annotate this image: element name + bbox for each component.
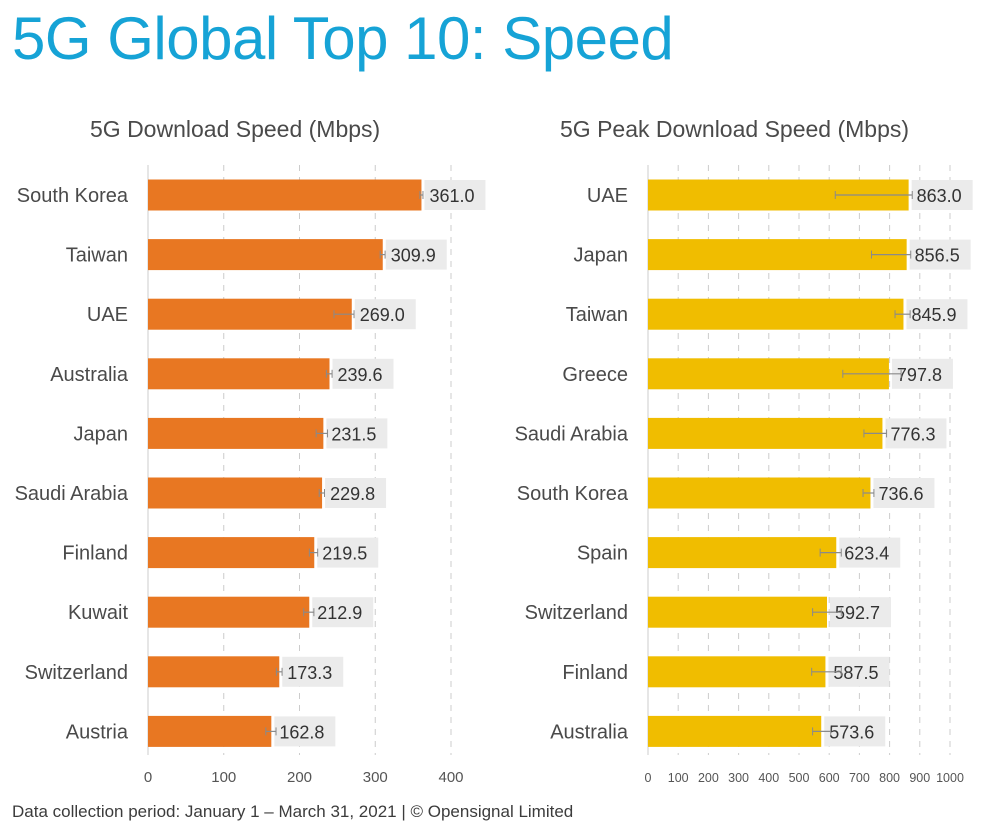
peak-x-tick-label: 900 — [909, 771, 930, 785]
peak-value-label: 573.6 — [829, 722, 874, 742]
peak-x-tick-label: 100 — [668, 771, 689, 785]
download-category-label: Saudi Arabia — [15, 483, 129, 505]
download-x-tick-label: 100 — [211, 769, 236, 786]
peak-category-label: Taiwan — [566, 304, 628, 326]
peak-bar — [648, 298, 904, 330]
page-title: 5G Global Top 10: Speed — [12, 5, 674, 72]
peak-category-label: Saudi Arabia — [515, 423, 629, 445]
download-value-label: 229.8 — [330, 484, 375, 504]
download-bar — [148, 179, 422, 211]
peak-category-label: Australia — [550, 721, 629, 743]
download-value-label: 162.8 — [279, 722, 324, 742]
download-bar — [148, 537, 315, 569]
download-value-label-bg — [274, 716, 336, 747]
peak-x-tick-label: 200 — [698, 771, 719, 785]
peak-value-label: 587.5 — [833, 663, 878, 683]
download-value-label: 269.0 — [360, 305, 405, 325]
download-category-label: Switzerland — [25, 662, 128, 684]
download-value-label: 239.6 — [337, 365, 382, 385]
peak-x-tick-label: 500 — [789, 771, 810, 785]
download-x-tick-label: 200 — [287, 769, 312, 786]
download-bar — [148, 358, 330, 390]
peak-value-label-bg — [839, 537, 901, 568]
peak-value-label-bg — [911, 180, 973, 210]
download-category-label: Finland — [62, 543, 128, 565]
download-speed-chart: 0 100 200 300 400 South Korea 361.0 Taiwan 309.9… — [15, 165, 486, 786]
peak-category-label: Greece — [562, 364, 628, 386]
peak-value-label-bg — [824, 716, 886, 747]
download-value-label-bg — [312, 597, 374, 628]
download-value-label: 212.9 — [317, 603, 362, 623]
download-x-tick-label: 400 — [438, 769, 463, 786]
download-bar — [148, 477, 323, 509]
peak-download-speed-chart: 0 100 200 300 400 500 600 700 800 900 1000 UAE 863.0… — [515, 165, 973, 785]
peak-value-label: 736.6 — [878, 484, 923, 504]
peak-x-tick-label: 300 — [728, 771, 749, 785]
download-value-label-bg — [332, 358, 394, 389]
download-category-label: South Korea — [17, 185, 129, 207]
peak-value-label-bg — [906, 299, 968, 330]
peak-bar — [648, 596, 827, 628]
peak-value-label-bg — [909, 239, 971, 270]
peak-value-label: 856.5 — [915, 246, 960, 266]
download-value-label-bg — [385, 239, 447, 270]
footer-note: Data collection period: January 1 – Marc… — [12, 802, 574, 821]
download-value-label: 309.9 — [391, 246, 436, 266]
download-x-tick-label: 0 — [144, 769, 152, 786]
download-bar — [148, 656, 280, 688]
peak-chart-title: 5G Peak Download Speed (Mbps) — [560, 116, 910, 142]
download-bar — [148, 596, 310, 628]
peak-bar — [648, 715, 822, 747]
peak-category-label: Japan — [574, 245, 629, 267]
download-category-label: Australia — [50, 364, 129, 386]
peak-value-label: 623.4 — [844, 544, 889, 564]
peak-bar — [648, 239, 907, 271]
download-value-label-bg — [354, 299, 416, 330]
download-value-label-bg — [282, 656, 344, 687]
peak-x-tick-label: 600 — [819, 771, 840, 785]
download-bar — [148, 715, 272, 747]
peak-bar — [648, 417, 883, 449]
download-chart-title: 5G Download Speed (Mbps) — [90, 116, 381, 142]
peak-x-tick-label: 700 — [849, 771, 870, 785]
peak-category-label: Switzerland — [525, 602, 628, 624]
peak-x-tick-label: 0 — [645, 771, 652, 785]
peak-value-label-bg — [873, 478, 935, 508]
download-value-label-bg — [326, 418, 388, 449]
peak-value-label-bg — [885, 418, 947, 449]
download-value-label-bg — [424, 180, 486, 210]
peak-category-label: Finland — [562, 662, 628, 684]
download-value-label: 361.0 — [429, 186, 474, 206]
download-value-label: 231.5 — [331, 424, 376, 444]
download-bar — [148, 417, 324, 449]
download-category-label: Austria — [66, 721, 129, 743]
download-value-label-bg — [317, 537, 379, 568]
download-category-label: UAE — [87, 304, 128, 326]
peak-bar — [648, 537, 837, 569]
peak-x-tick-label: 800 — [879, 771, 900, 785]
download-bar — [148, 239, 383, 271]
download-x-tick-label: 300 — [363, 769, 388, 786]
download-value-label: 219.5 — [322, 544, 367, 564]
peak-value-label: 797.8 — [897, 365, 942, 385]
download-value-label-bg — [325, 478, 387, 508]
peak-value-label-bg — [891, 358, 953, 389]
download-category-label: Kuwait — [68, 602, 128, 624]
download-bar — [148, 298, 352, 330]
peak-category-label: Spain — [577, 543, 628, 565]
peak-bar — [648, 656, 826, 688]
peak-x-tick-label: 400 — [758, 771, 779, 785]
peak-value-label: 863.0 — [917, 186, 962, 206]
peak-value-label: 776.3 — [890, 424, 935, 444]
download-value-label: 173.3 — [287, 663, 332, 683]
peak-x-tick-label: 1000 — [936, 771, 964, 785]
peak-category-label: South Korea — [517, 483, 629, 505]
download-category-label: Japan — [74, 423, 129, 445]
peak-bar — [648, 477, 871, 509]
peak-category-label: UAE — [587, 185, 628, 207]
peak-value-label: 592.7 — [835, 603, 880, 623]
download-category-label: Taiwan — [66, 245, 128, 267]
peak-value-label: 845.9 — [911, 305, 956, 325]
